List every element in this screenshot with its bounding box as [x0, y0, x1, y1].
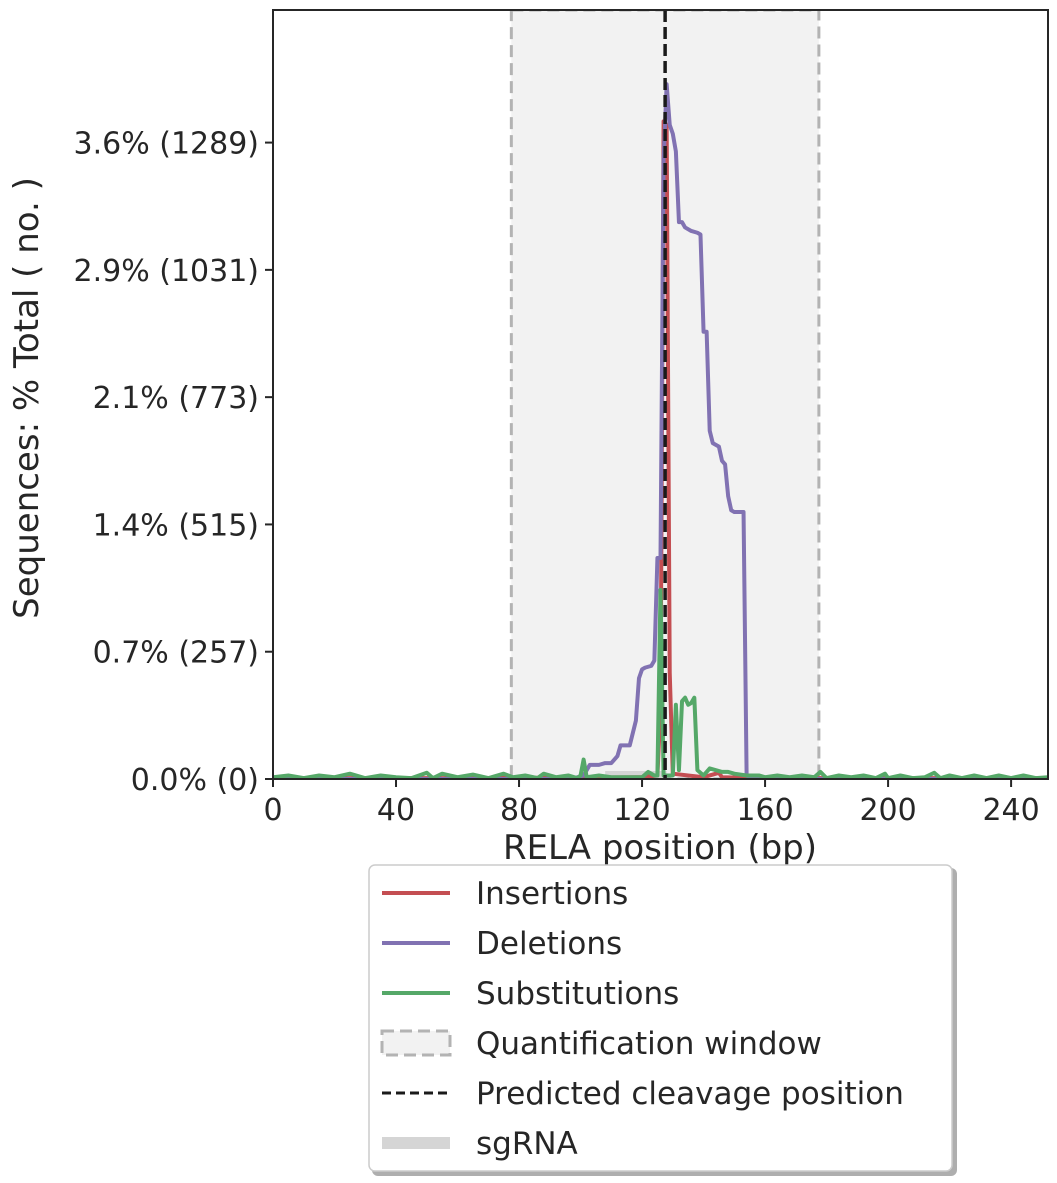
- plot-area: [273, 10, 1048, 779]
- y-tick-label: 0.7% (257): [93, 636, 259, 671]
- legend-item-insertions: Insertions: [382, 876, 628, 912]
- x-tick-label: 200: [859, 793, 916, 828]
- x-tick-label: 80: [500, 793, 538, 828]
- legend-item-sgrna: sgRNA: [382, 1126, 578, 1162]
- legend-frame: [368, 864, 953, 1172]
- legend: Insertions Deletions Substitutions Quantifi…: [368, 864, 957, 1176]
- legend-item-predicted-cleavage: Predicted cleavage position: [382, 1076, 904, 1112]
- series-line-deletions: [273, 82, 1048, 779]
- legend-label-insertions: Insertions: [476, 876, 628, 912]
- legend-label-substitutions: Substitutions: [476, 976, 679, 1012]
- y-tick-label: 0.0% (0): [131, 763, 259, 798]
- x-tick-label: 240: [982, 793, 1039, 828]
- legend-label-predicted-cleavage: Predicted cleavage position: [476, 1076, 904, 1112]
- legend-label-quantification-window: Quantification window: [476, 1026, 822, 1062]
- x-tick-label: 40: [377, 793, 415, 828]
- plot-clipped: [273, 10, 1048, 779]
- sgrna-region: [605, 771, 667, 779]
- x-tick-label: 120: [613, 793, 670, 828]
- legend-item-quantification-window: Quantification window: [380, 1026, 822, 1062]
- legend-label-deletions: Deletions: [476, 926, 622, 962]
- legend-swatch-quantification-window: [380, 1029, 452, 1057]
- axes-frame: [272, 9, 1049, 780]
- y-tick-label: 3.6% (1289): [73, 127, 259, 162]
- legend-label-sgrna: sgRNA: [476, 1126, 578, 1162]
- y-tick-label: 2.9% (1031): [73, 254, 259, 289]
- y-tick-label: 1.4% (515): [93, 508, 259, 543]
- legend-item-substitutions: Substitutions: [382, 976, 679, 1012]
- x-axis-title: RELA position (bp): [503, 828, 817, 868]
- x-tick-label: 160: [736, 793, 793, 828]
- x-tick-label: 0: [263, 793, 282, 828]
- y-tick-label: 2.1% (773): [93, 381, 259, 416]
- axes: 0 40 80 120 160 200 240 0.0% (0) 0.7% (257) 1.4% …: [73, 9, 1049, 828]
- series-line-substitutions: [273, 587, 1048, 779]
- legend-item-deletions: Deletions: [382, 926, 622, 962]
- y-axis-title: Sequences: % Total ( no. ): [7, 177, 47, 619]
